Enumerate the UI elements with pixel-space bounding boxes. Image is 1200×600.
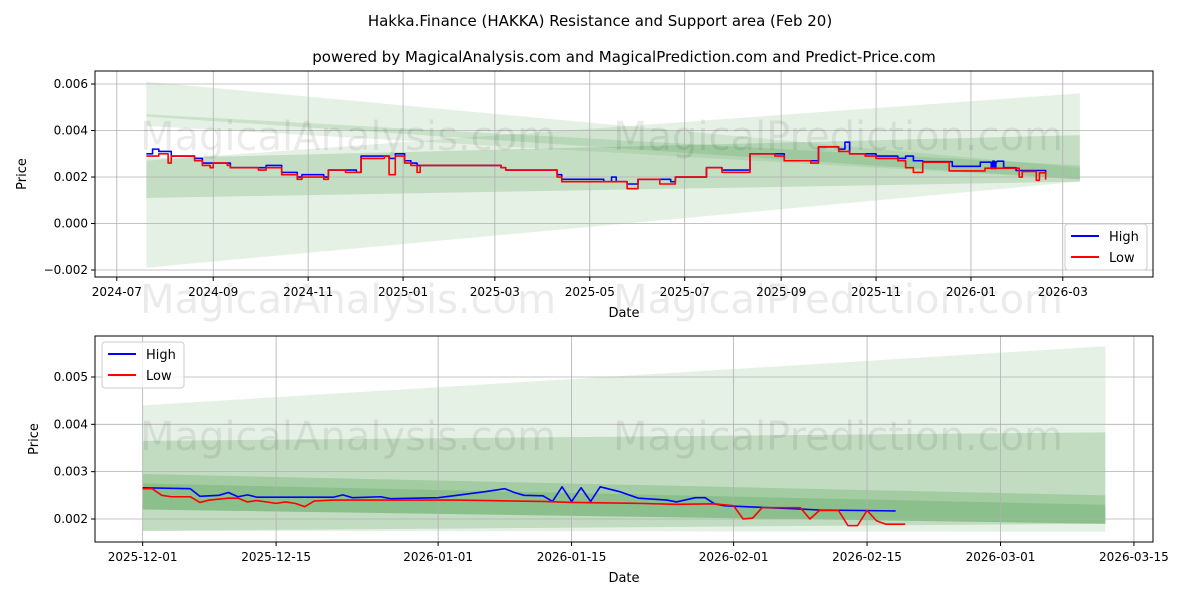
chart-subtitle: powered by MagicalAnalysis.com and Magic… <box>312 48 936 66</box>
support-resistance-band <box>142 346 1106 532</box>
x-tick-label: 2025-12-01 <box>108 550 178 564</box>
plot-area <box>95 71 1153 277</box>
y-tick-label: 0.003 <box>54 465 88 479</box>
watermark: MagicalAnalysis.com <box>140 277 556 323</box>
watermark: MagicalAnalysis.com <box>140 114 556 160</box>
x-tick-label: 2025-12-15 <box>241 550 311 564</box>
support-resistance-band <box>146 93 1080 268</box>
y-tick-label: 0.002 <box>54 512 88 526</box>
x-tick-label: 2026-01-15 <box>537 550 607 564</box>
watermark: MagicalPrediction.com <box>613 277 1063 323</box>
x-tick-label: 2025-09 <box>756 285 806 299</box>
legend-label-low: Low <box>146 369 172 384</box>
watermark: MagicalAnalysis.com <box>140 414 556 460</box>
x-tick-label: 2026-01-01 <box>403 550 473 564</box>
x-tick-label: 2026-03-01 <box>966 550 1036 564</box>
plot-area <box>95 336 1153 542</box>
x-tick-label: 2026-03 <box>1038 285 1088 299</box>
legend-label-high: High <box>146 348 176 363</box>
series-line-high <box>142 486 896 512</box>
y-axis-label: Price <box>27 423 42 455</box>
legend: High Low <box>101 341 185 389</box>
legend-label-low: Low <box>1109 251 1135 266</box>
y-tick-label: 0.005 <box>54 370 88 384</box>
x-tick-label: 2026-02-01 <box>699 550 769 564</box>
y-tick-label: 0.004 <box>54 417 88 431</box>
x-tick-label: 2025-05 <box>565 285 615 299</box>
x-tick-label: 2025-01 <box>378 285 428 299</box>
x-tick-label: 2026-03-15 <box>1099 550 1169 564</box>
x-tick-label: 2026-02-15 <box>832 550 902 564</box>
chart-title: Hakka.Finance (HAKKA) Resistance and Sup… <box>368 12 832 30</box>
legend-label-high: High <box>1109 230 1139 245</box>
support-resistance-band <box>142 432 1106 531</box>
x-tick-label: 2025-07 <box>660 285 710 299</box>
x-axis-label: Date <box>608 571 639 586</box>
x-tick-label: 2025-11 <box>851 285 901 299</box>
x-tick-label: 2024-07 <box>92 285 142 299</box>
watermark: MagicalPrediction.com <box>613 114 1063 160</box>
legend: High Low <box>1064 223 1148 271</box>
plot-frame <box>94 335 1154 543</box>
series-line-low <box>146 145 1047 190</box>
x-tick-label: 2026-01 <box>946 285 996 299</box>
x-axis-label: Date <box>608 306 639 321</box>
y-tick-label: −0.002 <box>44 263 88 277</box>
y-tick-label: 0.002 <box>54 170 88 184</box>
x-tick-label: 2025-03 <box>470 285 520 299</box>
full-range-chart: 2024-07 2024-09 2024-11 2025-01 2025-03 2025-… <box>15 70 1154 323</box>
zoomed-chart: 2025-12-01 2025-12-15 2026-01-01 2026-01-15… <box>27 335 1169 586</box>
series-line-low <box>142 487 906 527</box>
x-tick-label: 2024-09 <box>188 285 238 299</box>
y-tick-label: 0.000 <box>54 217 88 231</box>
y-tick-label: 0.006 <box>54 77 88 91</box>
watermark: MagicalPrediction.com <box>613 414 1063 460</box>
y-tick-label: 0.004 <box>54 124 88 138</box>
y-axis-label: Price <box>15 158 30 190</box>
x-tick-label: 2024-11 <box>283 285 333 299</box>
plot-frame <box>94 70 1154 278</box>
